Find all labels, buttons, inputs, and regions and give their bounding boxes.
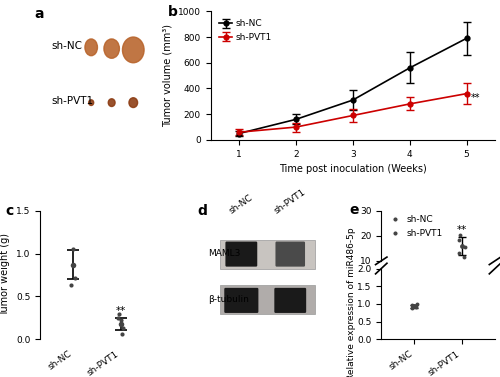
Text: a: a xyxy=(34,8,44,21)
Text: sh-NC: sh-NC xyxy=(52,41,82,51)
Ellipse shape xyxy=(104,39,120,58)
Ellipse shape xyxy=(129,98,138,107)
Text: sh-PVT1: sh-PVT1 xyxy=(52,97,94,106)
FancyBboxPatch shape xyxy=(274,288,306,313)
Text: c: c xyxy=(6,204,14,218)
FancyBboxPatch shape xyxy=(220,240,316,268)
Text: **: ** xyxy=(116,306,126,316)
Text: MAML3: MAML3 xyxy=(208,249,240,258)
Text: e: e xyxy=(350,203,359,217)
Legend: sh-NC, sh-PVT1: sh-NC, sh-PVT1 xyxy=(215,16,276,46)
Ellipse shape xyxy=(108,99,115,106)
Text: **: ** xyxy=(471,93,480,103)
FancyBboxPatch shape xyxy=(226,242,258,267)
Y-axis label: Tumor weight (g): Tumor weight (g) xyxy=(0,233,10,316)
Text: **: ** xyxy=(456,225,467,235)
FancyBboxPatch shape xyxy=(220,285,316,314)
X-axis label: Time post inoculation (Weeks): Time post inoculation (Weeks) xyxy=(279,164,426,174)
Text: d: d xyxy=(197,204,207,218)
Text: sh-PVT1: sh-PVT1 xyxy=(273,188,308,216)
Y-axis label: Tumor volume (mm³): Tumor volume (mm³) xyxy=(162,24,172,127)
Ellipse shape xyxy=(88,100,94,106)
Ellipse shape xyxy=(85,39,98,56)
Text: β-tubulin: β-tubulin xyxy=(208,295,249,304)
FancyBboxPatch shape xyxy=(276,242,305,267)
Legend: sh-NC, sh-PVT1: sh-NC, sh-PVT1 xyxy=(386,215,443,238)
Ellipse shape xyxy=(122,37,144,63)
Text: sh-NC: sh-NC xyxy=(228,193,255,216)
Text: b: b xyxy=(168,5,178,19)
Y-axis label: Relative expression of miR486-5p: Relative expression of miR486-5p xyxy=(347,228,356,377)
FancyBboxPatch shape xyxy=(224,288,258,313)
